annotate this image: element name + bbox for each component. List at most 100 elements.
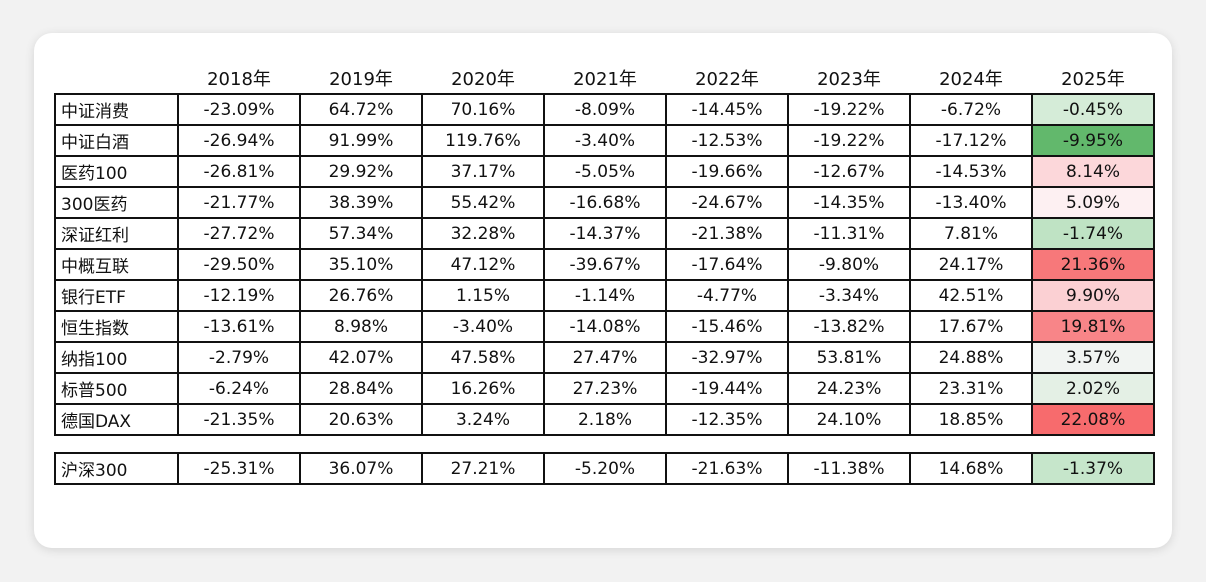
table-row: 中证白酒 -26.94% 91.99% 119.76% -3.40% -12.53% -19… (54, 124, 1155, 157)
value-cell: -19.66% (665, 155, 789, 188)
row-name: 中概互联 (54, 248, 179, 281)
column-header: 2020年 (451, 69, 515, 90)
value-cell: -14.45% (665, 93, 789, 126)
value-cell: 20.63% (299, 403, 423, 436)
table-row: 恒生指数 -13.61% 8.98% -3.40% -14.08% -15.46% -13.… (54, 310, 1155, 343)
value-cell: 42.51% (909, 279, 1033, 312)
column-header: 2024年 (939, 69, 1003, 90)
value-cell: -5.20% (543, 452, 667, 485)
value-cell: -12.19% (177, 279, 301, 312)
column-header: 2023年 (817, 69, 881, 90)
value-cell: 27.47% (543, 341, 667, 374)
value-cell: 55.42% (421, 186, 545, 219)
table-row: 银行ETF -12.19% 26.76% 1.15% -1.14% -4.77% -3.34… (54, 279, 1155, 312)
value-cell: -3.40% (421, 310, 545, 343)
value-cell: -12.53% (665, 124, 789, 157)
value-cell: -4.77% (665, 279, 789, 312)
value-cell: -13.40% (909, 186, 1033, 219)
value-cell: 57.34% (299, 217, 423, 250)
value-cell-2025: 3.57% (1031, 341, 1155, 374)
row-name: 沪深300 (54, 452, 179, 485)
value-cell: -15.46% (665, 310, 789, 343)
value-cell: -13.61% (177, 310, 301, 343)
value-cell: 119.76% (421, 124, 545, 157)
value-cell: -32.97% (665, 341, 789, 374)
table-row: 深证红利 -27.72% 57.34% 32.28% -14.37% -21.38% -11… (54, 217, 1155, 250)
value-cell-2025: 2.02% (1031, 372, 1155, 405)
table-row: 标普500 -6.24% 28.84% 16.26% 27.23% -19.44% 24.2… (54, 372, 1155, 405)
value-cell: -21.38% (665, 217, 789, 250)
header-row: 2018年 2019年 2020年 2021年 2022年 2023年 2024年 2025年 (55, 63, 1154, 94)
value-cell: 23.31% (909, 372, 1033, 405)
value-cell: -39.67% (543, 248, 667, 281)
value-cell: -26.94% (177, 124, 301, 157)
value-cell: -12.35% (665, 403, 789, 436)
value-cell: -21.63% (665, 452, 789, 485)
table-row: 300医药 -21.77% 38.39% 55.42% -16.68% -24.67% -1… (54, 186, 1155, 219)
column-header: 2025年 (1061, 69, 1125, 90)
row-name: 恒生指数 (54, 310, 179, 343)
value-cell: -12.67% (787, 155, 911, 188)
value-cell: 24.23% (787, 372, 911, 405)
value-cell: -27.72% (177, 217, 301, 250)
row-name: 标普500 (54, 372, 179, 405)
value-cell: 1.15% (421, 279, 545, 312)
value-cell: -24.67% (665, 186, 789, 219)
value-cell: 47.58% (421, 341, 545, 374)
value-cell: -19.44% (665, 372, 789, 405)
value-cell-2025: 19.81% (1031, 310, 1155, 343)
value-cell: 27.23% (543, 372, 667, 405)
value-cell: -11.31% (787, 217, 911, 250)
value-cell: -14.35% (787, 186, 911, 219)
value-cell: 3.24% (421, 403, 545, 436)
value-cell-2025: -9.95% (1031, 124, 1155, 157)
value-cell: -2.79% (177, 341, 301, 374)
column-header: 2021年 (573, 69, 637, 90)
value-cell: 24.88% (909, 341, 1033, 374)
value-cell: -14.53% (909, 155, 1033, 188)
value-cell: 35.10% (299, 248, 423, 281)
value-cell: 8.98% (299, 310, 423, 343)
value-cell-2025: 5.09% (1031, 186, 1155, 219)
value-cell: -6.72% (909, 93, 1033, 126)
value-cell-2025: 8.14% (1031, 155, 1155, 188)
row-name: 银行ETF (54, 279, 179, 312)
value-cell: -17.64% (665, 248, 789, 281)
value-cell: 36.07% (299, 452, 423, 485)
value-cell: -19.22% (787, 93, 911, 126)
value-cell-2025: 9.90% (1031, 279, 1155, 312)
value-cell: 64.72% (299, 93, 423, 126)
value-cell: -3.40% (543, 124, 667, 157)
value-cell: -13.82% (787, 310, 911, 343)
column-header: 2019年 (329, 69, 393, 90)
value-cell: -26.81% (177, 155, 301, 188)
value-cell: -23.09% (177, 93, 301, 126)
value-cell: 28.84% (299, 372, 423, 405)
value-cell: 7.81% (909, 217, 1033, 250)
value-cell: -29.50% (177, 248, 301, 281)
column-header: 2022年 (695, 69, 759, 90)
value-cell: -21.77% (177, 186, 301, 219)
value-cell: -8.09% (543, 93, 667, 126)
value-cell: -9.80% (787, 248, 911, 281)
value-cell: 2.18% (543, 403, 667, 436)
value-cell: 26.76% (299, 279, 423, 312)
value-cell: 29.92% (299, 155, 423, 188)
value-cell-2025: -1.37% (1031, 452, 1155, 485)
row-name: 中证白酒 (54, 124, 179, 157)
table-row: 德国DAX -21.35% 20.63% 3.24% 2.18% -12.35% 24.10… (54, 403, 1155, 436)
row-name: 300医药 (54, 186, 179, 219)
returns-table: 2018年 2019年 2020年 2021年 2022年 2023年 2024年 2025年… (54, 63, 1155, 436)
value-cell: -11.38% (787, 452, 911, 485)
value-cell: -5.05% (543, 155, 667, 188)
row-name: 医药100 (54, 155, 179, 188)
row-name: 中证消费 (54, 93, 179, 126)
table-row: 医药100 -26.81% 29.92% 37.17% -5.05% -19.66% -12… (54, 155, 1155, 188)
value-cell: -21.35% (177, 403, 301, 436)
value-cell: 24.10% (787, 403, 911, 436)
benchmark-table: 沪深300 -25.31% 36.07% 27.21% -5.20% -21.63% -11… (54, 452, 1155, 485)
value-cell: -16.68% (543, 186, 667, 219)
value-cell-2025: 22.08% (1031, 403, 1155, 436)
table-row: 纳指100 -2.79% 42.07% 47.58% 27.47% -32.97% 53.8… (54, 341, 1155, 374)
value-cell: -1.14% (543, 279, 667, 312)
